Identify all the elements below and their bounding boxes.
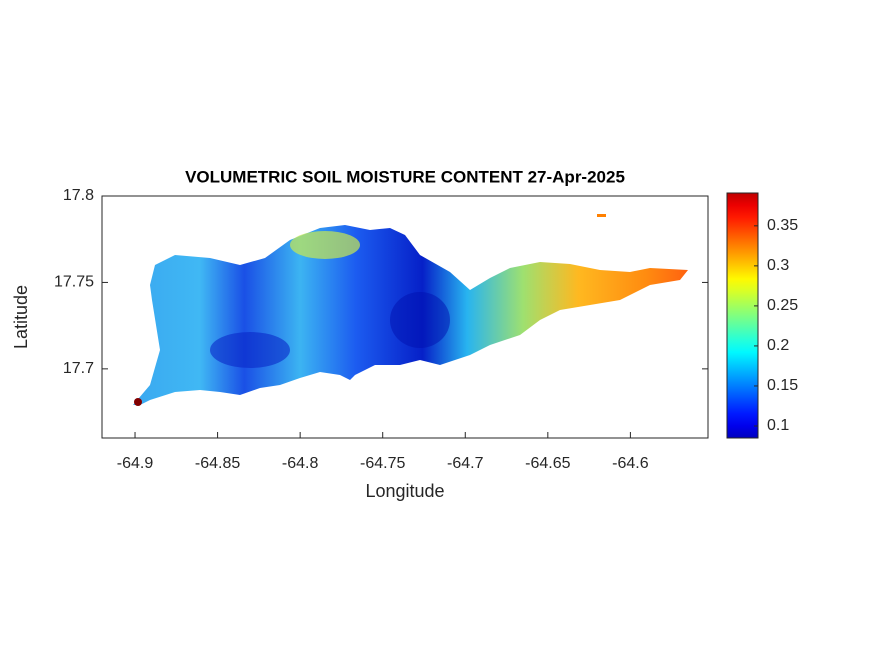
y-tick-label: 17.7 (63, 360, 94, 377)
dry-patch (290, 231, 360, 259)
x-tick-label: -64.65 (525, 455, 570, 472)
colorbar-tick-label: 0.35 (767, 217, 798, 234)
chart-title: VOLUMETRIC SOIL MOISTURE CONTENT 27-Apr-… (185, 167, 625, 186)
x-tick-label: -64.6 (612, 455, 649, 472)
islet (597, 214, 606, 217)
colorbar-tick-label: 0.1 (767, 417, 789, 434)
y-tick-label: 17.8 (63, 187, 94, 204)
dry-tip (134, 398, 142, 406)
x-tick-label: -64.8 (282, 455, 319, 472)
x-axis-label: Longitude (365, 481, 444, 501)
x-tick-label: -64.7 (447, 455, 484, 472)
x-tick-label: -64.75 (360, 455, 405, 472)
colorbar-tick-label: 0.2 (767, 337, 789, 354)
wet-patch (210, 332, 290, 368)
island (133, 214, 688, 406)
x-tick-label: -64.85 (195, 455, 240, 472)
y-axis-label: Latitude (11, 285, 31, 349)
colorbar-tick-label: 0.25 (767, 297, 798, 314)
colorbar-tick-label: 0.15 (767, 377, 798, 394)
colorbar (726, 192, 759, 439)
wet-patch (390, 292, 450, 348)
x-tick-label: -64.9 (117, 455, 154, 472)
colorbar-tick-label: 0.3 (767, 257, 789, 274)
y-tick-label: 17.75 (54, 274, 94, 291)
